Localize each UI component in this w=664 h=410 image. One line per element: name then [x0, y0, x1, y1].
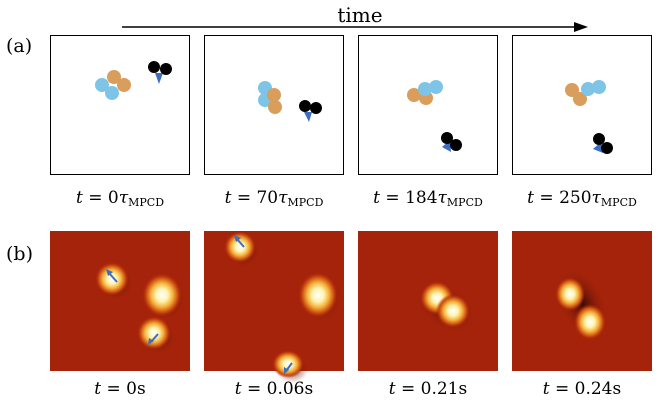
sim-panel-1	[50, 35, 190, 175]
sim-caption-3: t = 184τMPCD	[373, 188, 483, 209]
exp-caption-1: t = 0s	[94, 379, 146, 399]
sim-panel-4	[512, 35, 652, 175]
micrograph-1	[50, 231, 190, 371]
sim-caption-2: t = 70τMPCD	[224, 188, 324, 209]
sim-panel-3	[358, 35, 498, 175]
micrograph-3	[358, 231, 498, 371]
time-axis-label: time	[337, 3, 383, 27]
exp-caption-3: t = 0.21s	[388, 379, 468, 399]
sim-caption-4: t = 250τMPCD	[527, 188, 637, 209]
time-arrow	[122, 22, 588, 32]
micrograph-4	[512, 231, 652, 371]
micrograph-2	[204, 231, 344, 383]
sim-caption-1: t = 0τMPCD	[75, 188, 165, 209]
exp-caption-2: t = 0.06s	[234, 379, 314, 399]
row-b-label: (b)	[6, 243, 33, 265]
row-a-label: (a)	[6, 35, 33, 57]
exp-caption-4: t = 0.24s	[542, 379, 622, 399]
sim-panel-2	[204, 35, 344, 175]
